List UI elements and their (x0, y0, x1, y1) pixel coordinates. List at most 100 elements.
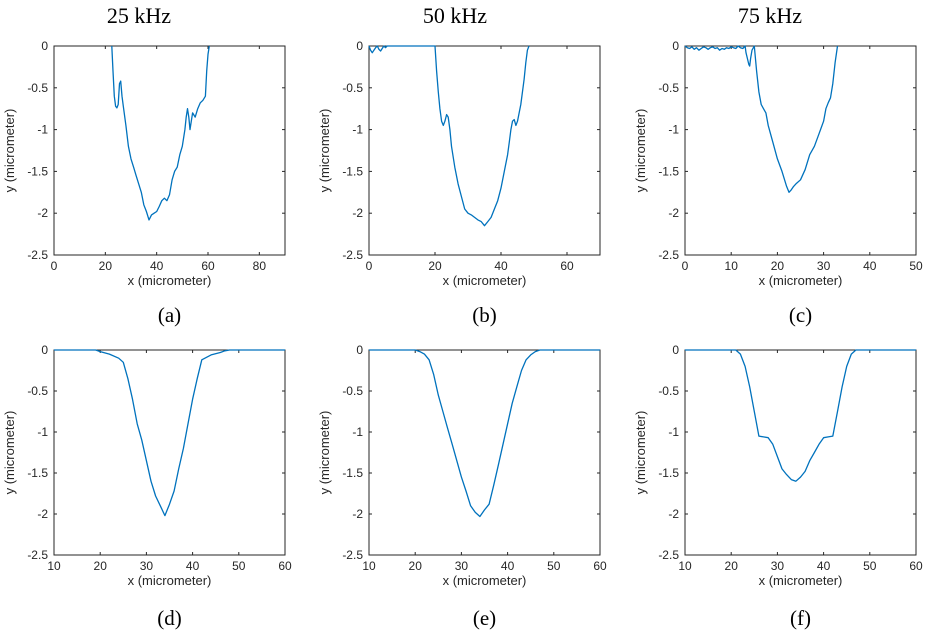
y-tick-label: -1 (668, 123, 679, 137)
y-tick-label: -1.5 (658, 164, 679, 178)
subplot-b: 0 20 40 60 -2.5 -2 -1.5 -1 -0.5 0 x (micrometer) y … (317, 39, 601, 327)
y-tick-label: -2.5 (658, 548, 679, 562)
y-tick-label: -0.5 (658, 384, 679, 398)
subplot-a: 0 20 40 60 80 -2.5 -2 -1.5 -1 -0.5 0 x (micrometer)… (2, 39, 286, 327)
y-tick-label: -2.5 (342, 548, 363, 562)
y-tick-label: -0.5 (342, 81, 363, 95)
x-tick-label: 80 (253, 259, 267, 273)
y-tick-label: -2 (352, 507, 363, 521)
x-tick-label: 40 (494, 259, 508, 273)
y-tick-label: -2 (668, 206, 679, 220)
y-tick-label: -1.5 (342, 164, 363, 178)
x-axis-label: x (micrometer) (128, 573, 212, 588)
axes-frame (684, 45, 917, 256)
x-tick-label: 60 (560, 259, 574, 273)
x-tick-label: 40 (501, 559, 515, 573)
x-tick-label: 0 (366, 259, 373, 273)
y-tick-label: -2 (668, 507, 679, 521)
y-tick-label: -0.5 (27, 81, 48, 95)
x-axis-label: x (micrometer) (443, 273, 527, 288)
subfigure-label: (f) (790, 606, 811, 630)
y-axis-label: y (micrometer) (633, 109, 648, 193)
subplot-c: 0 10 20 30 40 50 -2.5 -2 -1.5 -1 -0.5 0 x (micromete… (633, 39, 923, 327)
y-axis-label: y (micrometer) (317, 109, 332, 193)
x-tick-label: 20 (99, 259, 113, 273)
y-axis-label: y (micrometer) (2, 411, 17, 495)
x-tick-label: 50 (547, 559, 561, 573)
x-axis-label: x (micrometer) (759, 573, 843, 588)
x-tick-label: 30 (140, 559, 154, 573)
y-tick-label: 0 (672, 343, 679, 357)
column-title-75khz: 75 kHz (738, 3, 802, 28)
y-tick-label: 0 (672, 39, 679, 53)
axes-frame (368, 349, 601, 556)
y-tick-label: -1.5 (658, 466, 679, 480)
y-tick-label: -1 (37, 123, 48, 137)
y-tick-label: -2.5 (27, 248, 48, 262)
x-tick-label: 40 (817, 559, 831, 573)
series-line-profile (111, 45, 210, 221)
y-tick-label: -1 (352, 123, 363, 137)
y-tick-label: -1.5 (27, 466, 48, 480)
y-tick-label: -1.5 (27, 164, 48, 178)
x-tick-label: 30 (817, 259, 831, 273)
x-axis-label: x (micrometer) (759, 273, 843, 288)
column-title-25khz: 25 kHz (107, 3, 171, 28)
x-tick-label: 60 (909, 559, 923, 573)
x-tick-label: 40 (186, 559, 200, 573)
y-axis-label: y (micrometer) (2, 109, 17, 193)
x-tick-label: 10 (678, 559, 692, 573)
y-tick-label: -0.5 (342, 384, 363, 398)
y-tick-label: 0 (356, 39, 363, 53)
y-tick-label: -2.5 (658, 248, 679, 262)
subplot-grid: 0 20 40 60 80 -2.5 -2 -1.5 -1 -0.5 0 x (micrometer)… (2, 39, 923, 630)
x-tick-label: 0 (51, 259, 58, 273)
y-tick-label: -1.5 (342, 466, 363, 480)
y-tick-label: -1 (352, 425, 363, 439)
x-tick-label: 50 (863, 559, 877, 573)
y-tick-label: -1 (37, 425, 48, 439)
axes-frame (684, 349, 917, 556)
x-tick-label: 10 (725, 259, 739, 273)
x-tick-label: 60 (278, 559, 292, 573)
axes-frame (53, 45, 286, 256)
y-tick-label: -1 (668, 425, 679, 439)
x-tick-label: 20 (94, 559, 108, 573)
x-tick-label: 10 (47, 559, 61, 573)
y-tick-label: 0 (41, 343, 48, 357)
x-tick-label: 20 (725, 559, 739, 573)
series-line-profile (369, 349, 600, 518)
subplot-d: 10 20 30 40 50 60 -2.5 -2 -1.5 -1 -0.5 0 x (micromet… (2, 343, 292, 630)
x-tick-label: 20 (771, 259, 785, 273)
y-tick-label: -0.5 (27, 384, 48, 398)
y-tick-label: -2.5 (27, 548, 48, 562)
x-tick-label: 40 (863, 259, 877, 273)
y-tick-label: -2 (352, 206, 363, 220)
series-line-profile (684, 45, 839, 193)
y-tick-label: 0 (41, 39, 48, 53)
series-line-profile (368, 45, 530, 227)
x-tick-label: 30 (455, 559, 469, 573)
axes-frame (53, 349, 286, 556)
axes-frame (368, 45, 601, 256)
x-axis-label: x (micrometer) (128, 273, 212, 288)
x-tick-label: 60 (201, 259, 215, 273)
y-tick-label: -0.5 (658, 81, 679, 95)
subfigure-label: (d) (157, 606, 182, 630)
y-tick-label: 0 (356, 343, 363, 357)
subfigure-label: (a) (158, 303, 181, 327)
subfigure-label: (b) (472, 303, 497, 327)
subfigure-label: (e) (473, 606, 496, 630)
series-line-profile (685, 349, 916, 482)
x-tick-label: 50 (232, 559, 246, 573)
x-tick-label: 50 (909, 259, 923, 273)
x-tick-label: 60 (593, 559, 607, 573)
column-title-50khz: 50 kHz (423, 3, 487, 28)
x-axis-label: x (micrometer) (443, 573, 527, 588)
y-tick-label: -2 (37, 507, 48, 521)
y-axis-label: y (micrometer) (317, 411, 332, 495)
x-tick-label: 20 (428, 259, 442, 273)
subplot-e: 10 20 30 40 50 60 -2.5 -2 -1.5 -1 -0.5 0 x (micromet… (317, 343, 607, 630)
x-tick-label: 40 (150, 259, 164, 273)
subfigure-label: (c) (789, 303, 812, 327)
